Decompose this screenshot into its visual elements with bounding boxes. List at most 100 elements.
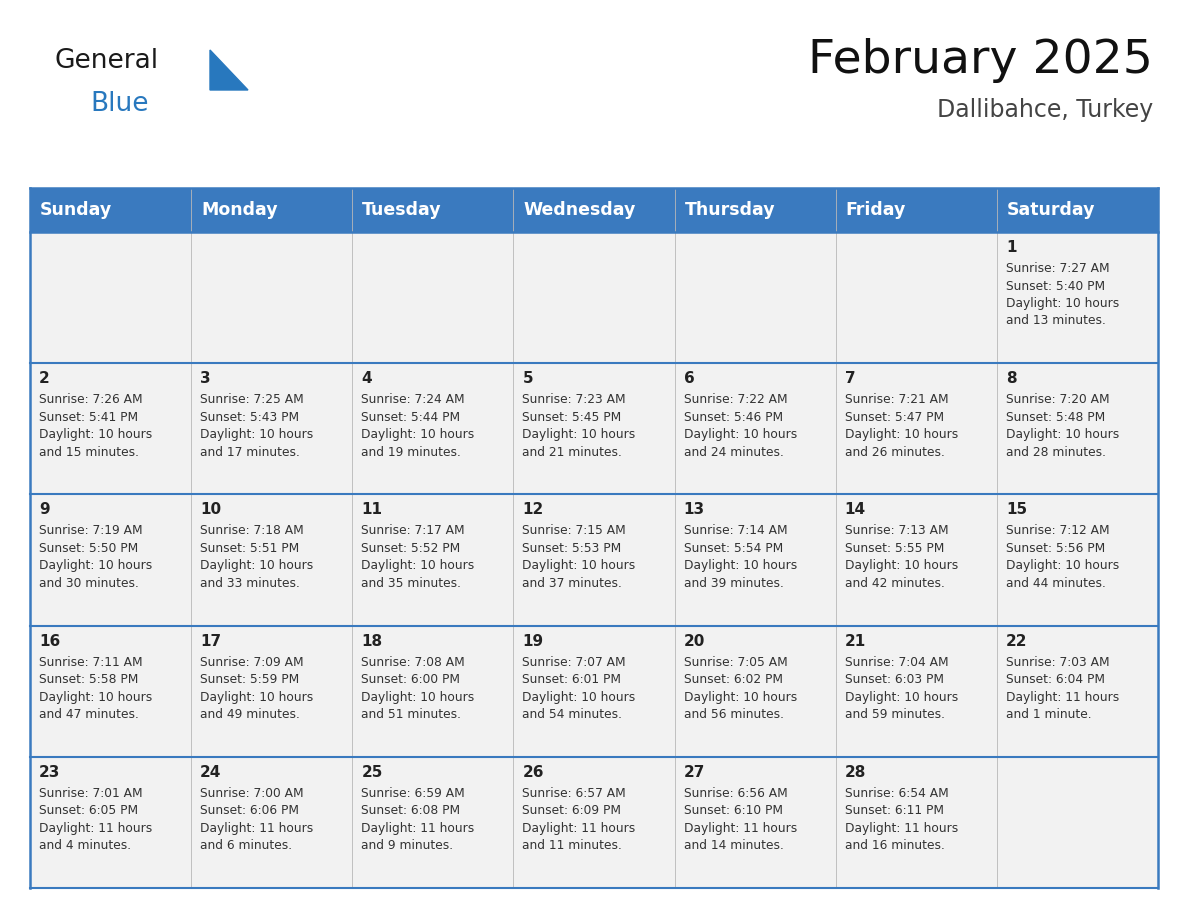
Text: 3: 3 (200, 371, 210, 386)
Text: 26: 26 (523, 765, 544, 779)
Text: Sunrise: 7:00 AM
Sunset: 6:06 PM
Daylight: 11 hours
and 6 minutes.: Sunrise: 7:00 AM Sunset: 6:06 PM Dayligh… (200, 787, 314, 852)
Bar (675, 625, 835, 756)
Bar (835, 625, 997, 756)
Text: Blue: Blue (90, 91, 148, 117)
Bar (191, 756, 353, 888)
Text: 16: 16 (39, 633, 61, 649)
Bar (997, 756, 1158, 888)
Text: 20: 20 (683, 633, 704, 649)
Bar (353, 495, 513, 625)
Bar (997, 495, 1158, 625)
Text: Wednesday: Wednesday (524, 201, 636, 219)
Text: Sunrise: 7:09 AM
Sunset: 5:59 PM
Daylight: 10 hours
and 49 minutes.: Sunrise: 7:09 AM Sunset: 5:59 PM Dayligh… (200, 655, 314, 722)
Bar (353, 364, 513, 495)
Bar (353, 232, 513, 364)
Text: 13: 13 (683, 502, 704, 518)
Text: Sunrise: 7:20 AM
Sunset: 5:48 PM
Daylight: 10 hours
and 28 minutes.: Sunrise: 7:20 AM Sunset: 5:48 PM Dayligh… (1006, 393, 1119, 459)
Bar (513, 756, 675, 888)
Text: Sunrise: 7:13 AM
Sunset: 5:55 PM
Daylight: 10 hours
and 42 minutes.: Sunrise: 7:13 AM Sunset: 5:55 PM Dayligh… (845, 524, 958, 590)
Text: Sunrise: 7:14 AM
Sunset: 5:54 PM
Daylight: 10 hours
and 39 minutes.: Sunrise: 7:14 AM Sunset: 5:54 PM Dayligh… (683, 524, 797, 590)
Text: Sunrise: 7:08 AM
Sunset: 6:00 PM
Daylight: 10 hours
and 51 minutes.: Sunrise: 7:08 AM Sunset: 6:00 PM Dayligh… (361, 655, 474, 722)
Bar (513, 625, 675, 756)
Text: Dallibahce, Turkey: Dallibahce, Turkey (937, 98, 1154, 122)
Bar (353, 756, 513, 888)
Text: Saturday: Saturday (1007, 201, 1095, 219)
Text: Sunrise: 7:04 AM
Sunset: 6:03 PM
Daylight: 10 hours
and 59 minutes.: Sunrise: 7:04 AM Sunset: 6:03 PM Dayligh… (845, 655, 958, 722)
Bar (513, 364, 675, 495)
Text: 9: 9 (39, 502, 50, 518)
Bar (191, 232, 353, 364)
Text: 17: 17 (200, 633, 221, 649)
Text: Sunrise: 6:57 AM
Sunset: 6:09 PM
Daylight: 11 hours
and 11 minutes.: Sunrise: 6:57 AM Sunset: 6:09 PM Dayligh… (523, 787, 636, 852)
Text: 25: 25 (361, 765, 383, 779)
Text: Tuesday: Tuesday (362, 201, 442, 219)
Text: 12: 12 (523, 502, 544, 518)
Text: 23: 23 (39, 765, 61, 779)
Text: 19: 19 (523, 633, 544, 649)
Text: Sunrise: 7:07 AM
Sunset: 6:01 PM
Daylight: 10 hours
and 54 minutes.: Sunrise: 7:07 AM Sunset: 6:01 PM Dayligh… (523, 655, 636, 722)
Bar (997, 625, 1158, 756)
Bar (191, 364, 353, 495)
Text: 2: 2 (39, 371, 50, 386)
Text: 27: 27 (683, 765, 704, 779)
Text: Sunrise: 6:59 AM
Sunset: 6:08 PM
Daylight: 11 hours
and 9 minutes.: Sunrise: 6:59 AM Sunset: 6:08 PM Dayligh… (361, 787, 474, 852)
Bar (30, 232, 191, 364)
Bar (353, 625, 513, 756)
Text: Sunrise: 7:23 AM
Sunset: 5:45 PM
Daylight: 10 hours
and 21 minutes.: Sunrise: 7:23 AM Sunset: 5:45 PM Dayligh… (523, 393, 636, 459)
Text: 8: 8 (1006, 371, 1017, 386)
Text: Sunrise: 7:27 AM
Sunset: 5:40 PM
Daylight: 10 hours
and 13 minutes.: Sunrise: 7:27 AM Sunset: 5:40 PM Dayligh… (1006, 262, 1119, 328)
Text: 11: 11 (361, 502, 383, 518)
Text: Sunrise: 7:05 AM
Sunset: 6:02 PM
Daylight: 10 hours
and 56 minutes.: Sunrise: 7:05 AM Sunset: 6:02 PM Dayligh… (683, 655, 797, 722)
Text: Sunrise: 7:22 AM
Sunset: 5:46 PM
Daylight: 10 hours
and 24 minutes.: Sunrise: 7:22 AM Sunset: 5:46 PM Dayligh… (683, 393, 797, 459)
Bar (675, 364, 835, 495)
Text: Sunrise: 7:11 AM
Sunset: 5:58 PM
Daylight: 10 hours
and 47 minutes.: Sunrise: 7:11 AM Sunset: 5:58 PM Dayligh… (39, 655, 152, 722)
Bar (835, 495, 997, 625)
Text: 24: 24 (200, 765, 221, 779)
Text: 15: 15 (1006, 502, 1026, 518)
Bar (675, 232, 835, 364)
Bar (30, 625, 191, 756)
Text: 21: 21 (845, 633, 866, 649)
Bar (835, 364, 997, 495)
Text: Sunrise: 7:21 AM
Sunset: 5:47 PM
Daylight: 10 hours
and 26 minutes.: Sunrise: 7:21 AM Sunset: 5:47 PM Dayligh… (845, 393, 958, 459)
Text: Sunrise: 7:26 AM
Sunset: 5:41 PM
Daylight: 10 hours
and 15 minutes.: Sunrise: 7:26 AM Sunset: 5:41 PM Dayligh… (39, 393, 152, 459)
Text: 22: 22 (1006, 633, 1028, 649)
Bar (997, 364, 1158, 495)
Bar (30, 188, 1158, 232)
Bar (30, 364, 191, 495)
Text: Sunrise: 7:15 AM
Sunset: 5:53 PM
Daylight: 10 hours
and 37 minutes.: Sunrise: 7:15 AM Sunset: 5:53 PM Dayligh… (523, 524, 636, 590)
Text: 1: 1 (1006, 240, 1017, 255)
Text: February 2025: February 2025 (808, 38, 1154, 83)
Bar (513, 232, 675, 364)
Text: 14: 14 (845, 502, 866, 518)
Text: Sunrise: 7:24 AM
Sunset: 5:44 PM
Daylight: 10 hours
and 19 minutes.: Sunrise: 7:24 AM Sunset: 5:44 PM Dayligh… (361, 393, 474, 459)
Bar (675, 756, 835, 888)
Polygon shape (210, 50, 248, 90)
Text: 6: 6 (683, 371, 694, 386)
Text: Sunrise: 7:17 AM
Sunset: 5:52 PM
Daylight: 10 hours
and 35 minutes.: Sunrise: 7:17 AM Sunset: 5:52 PM Dayligh… (361, 524, 474, 590)
Text: Sunrise: 7:12 AM
Sunset: 5:56 PM
Daylight: 10 hours
and 44 minutes.: Sunrise: 7:12 AM Sunset: 5:56 PM Dayligh… (1006, 524, 1119, 590)
Bar (30, 756, 191, 888)
Text: Monday: Monday (201, 201, 278, 219)
Bar (513, 495, 675, 625)
Text: Sunrise: 6:56 AM
Sunset: 6:10 PM
Daylight: 11 hours
and 14 minutes.: Sunrise: 6:56 AM Sunset: 6:10 PM Dayligh… (683, 787, 797, 852)
Text: Sunrise: 7:01 AM
Sunset: 6:05 PM
Daylight: 11 hours
and 4 minutes.: Sunrise: 7:01 AM Sunset: 6:05 PM Dayligh… (39, 787, 152, 852)
Bar (835, 756, 997, 888)
Text: 7: 7 (845, 371, 855, 386)
Text: Sunrise: 7:25 AM
Sunset: 5:43 PM
Daylight: 10 hours
and 17 minutes.: Sunrise: 7:25 AM Sunset: 5:43 PM Dayligh… (200, 393, 314, 459)
Text: 28: 28 (845, 765, 866, 779)
Bar (997, 232, 1158, 364)
Text: 18: 18 (361, 633, 383, 649)
Text: 4: 4 (361, 371, 372, 386)
Text: Friday: Friday (846, 201, 906, 219)
Text: Sunrise: 7:03 AM
Sunset: 6:04 PM
Daylight: 11 hours
and 1 minute.: Sunrise: 7:03 AM Sunset: 6:04 PM Dayligh… (1006, 655, 1119, 722)
Bar (675, 495, 835, 625)
Bar (835, 232, 997, 364)
Text: Sunrise: 6:54 AM
Sunset: 6:11 PM
Daylight: 11 hours
and 16 minutes.: Sunrise: 6:54 AM Sunset: 6:11 PM Dayligh… (845, 787, 958, 852)
Text: 10: 10 (200, 502, 221, 518)
Bar (30, 495, 191, 625)
Text: 5: 5 (523, 371, 533, 386)
Bar (191, 495, 353, 625)
Text: Sunrise: 7:18 AM
Sunset: 5:51 PM
Daylight: 10 hours
and 33 minutes.: Sunrise: 7:18 AM Sunset: 5:51 PM Dayligh… (200, 524, 314, 590)
Text: Thursday: Thursday (684, 201, 776, 219)
